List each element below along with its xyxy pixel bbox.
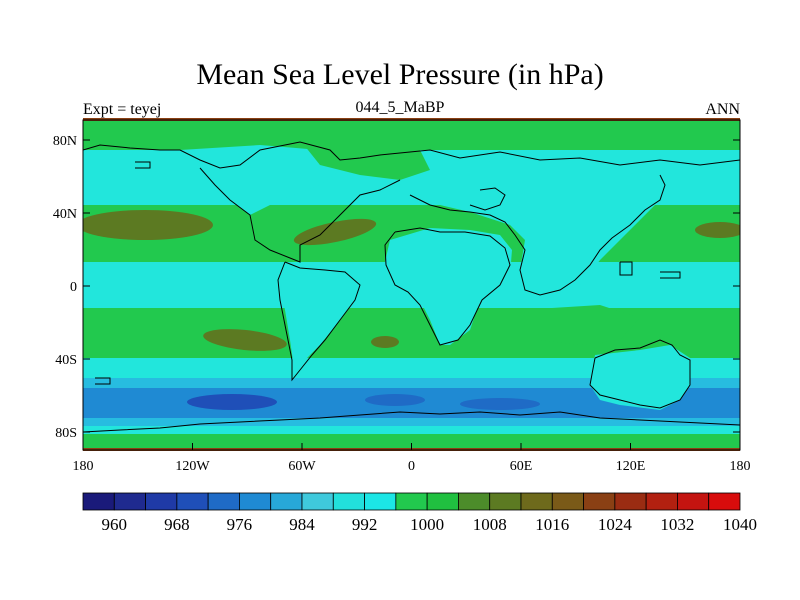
- indian-ocean-high: [520, 305, 640, 345]
- lat-tick-80N: 80N: [53, 134, 77, 149]
- lat-tick-40N: 40N: [53, 207, 77, 222]
- lon-tick-0: 0: [408, 459, 415, 474]
- southern-low-3: [460, 398, 540, 410]
- colorbar-swatch: [364, 492, 397, 511]
- colorbar-swatch: [426, 492, 459, 511]
- lat-tick-80S: 80S: [55, 426, 77, 441]
- colorbar-label: 1032: [660, 515, 694, 534]
- australia-low: [590, 345, 690, 410]
- colorbar-swatch: [645, 492, 678, 511]
- colorbar-label: 1024: [598, 515, 633, 534]
- pacific-high-south: [203, 329, 287, 351]
- coastlines: [83, 141, 740, 433]
- africa-low: [385, 228, 512, 345]
- southern-low-1: [187, 394, 277, 410]
- band-cyan-south: [83, 358, 740, 380]
- colorbar-label: 1008: [473, 515, 507, 534]
- colorbar-swatch: [489, 492, 522, 511]
- lon-tick-120e: 120E: [616, 459, 646, 474]
- colorbar-swatch: [207, 492, 240, 511]
- colorbar-swatch: [708, 492, 741, 511]
- lon-tick-120w: 120W: [175, 459, 210, 474]
- colorbar-label: 976: [227, 515, 253, 534]
- pacific-high-north: [83, 210, 213, 240]
- colorbar-swatch: [520, 492, 553, 511]
- lat-ticks: [83, 139, 740, 433]
- pacific-high-northeast: [695, 222, 740, 238]
- colorbar-swatch: [614, 492, 647, 511]
- colorbar-label: 960: [102, 515, 128, 534]
- colorbar-swatch: [677, 492, 710, 511]
- atlantic-high-south: [371, 336, 399, 348]
- colorbar-label: 1000: [410, 515, 444, 534]
- lon-tick-180w: 180: [73, 459, 94, 474]
- band-green-polar: [83, 434, 740, 450]
- colorbar-swatch: [583, 492, 616, 511]
- colorbar-label: 992: [352, 515, 378, 534]
- lat-tick-40S: 40S: [55, 353, 77, 368]
- atlantic-high-north: [293, 218, 377, 246]
- colorbar-label: 1040: [723, 515, 757, 534]
- lon-ticks: [82, 443, 741, 450]
- north-america-low: [180, 145, 340, 215]
- colorbar-swatch: [551, 492, 584, 511]
- period-label: 044_5_MaBP: [355, 99, 445, 116]
- colorbar-swatch: [239, 492, 272, 511]
- asia-low: [420, 160, 660, 295]
- experiment-label: Expt = teyej: [83, 101, 162, 118]
- south-america-low: [280, 265, 360, 375]
- southern-low-2: [365, 394, 425, 406]
- lon-tick-180e: 180: [730, 459, 751, 474]
- colorbar-swatch: [395, 492, 428, 511]
- band-cyan-polar: [83, 426, 740, 436]
- colorbar-label: 968: [164, 515, 190, 534]
- colorbar-label: 1016: [535, 515, 569, 534]
- band-lightblue-south2: [83, 418, 740, 428]
- greenland-high: [300, 140, 430, 180]
- colorbar: 960 968 976 984 992 1000 1008 1016 1024 1032 1040: [82, 492, 757, 534]
- colorbar-swatch: [145, 492, 178, 511]
- lat-tick-0: 0: [70, 280, 77, 295]
- lon-tick-60w: 60W: [288, 459, 316, 474]
- colorbar-swatch: [332, 492, 365, 511]
- map-title: Mean Sea Level Pressure (in hPa): [196, 58, 604, 91]
- colorbar-swatch: [458, 492, 491, 511]
- colorbar-swatch: [113, 492, 146, 511]
- pressure-field: [83, 120, 740, 450]
- lon-tick-60e: 60E: [510, 459, 533, 474]
- band-lightblue-south: [83, 378, 740, 390]
- colorbar-swatch: [82, 492, 115, 511]
- colorbar-swatch: [270, 492, 303, 511]
- colorbar-swatch: [301, 492, 334, 511]
- season-label: ANN: [705, 101, 740, 118]
- colorbar-swatch: [176, 492, 209, 511]
- colorbar-label: 984: [289, 515, 315, 534]
